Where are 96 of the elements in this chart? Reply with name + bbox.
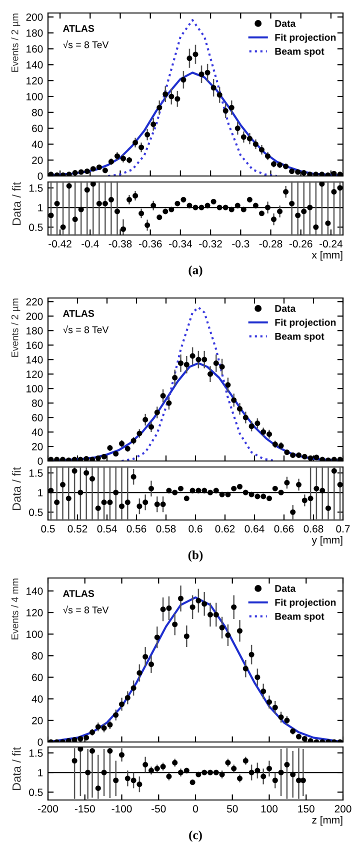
legend-label: Beam spot bbox=[275, 48, 324, 57]
x-tick-label: 50 bbox=[227, 805, 238, 813]
legend-label: Data bbox=[275, 585, 296, 592]
y-axis-title: Data / fit bbox=[12, 747, 21, 790]
x-tick-label: 0 bbox=[193, 805, 198, 813]
y-tick-label: 120 bbox=[26, 370, 43, 378]
y-tick-label: 1.5 bbox=[29, 184, 43, 192]
annotation: √s = 8 TeV bbox=[62, 325, 109, 334]
y-axis-title: Events / 2 µm bbox=[11, 14, 20, 72]
y-tick-label: 1 bbox=[38, 489, 43, 496]
annotation: ATLAS bbox=[62, 310, 94, 317]
annotation: ATLAS bbox=[62, 25, 94, 32]
y-tick-label: 1.5 bbox=[29, 469, 43, 477]
y-tick-label: 40 bbox=[32, 428, 43, 436]
x-tick-label: 0.7 bbox=[336, 525, 350, 533]
y-tick-label: 1.5 bbox=[29, 749, 43, 757]
y-tick-label: 180 bbox=[26, 29, 43, 37]
x-tick-label: -0.36 bbox=[138, 240, 162, 248]
y-tick-label: 1 bbox=[38, 204, 43, 212]
x-tick-label: -100 bbox=[112, 805, 132, 813]
legend-label: Beam spot bbox=[275, 333, 324, 342]
legend-label: Fit projection bbox=[275, 34, 336, 43]
y-tick-label: 0 bbox=[38, 738, 43, 746]
x-tick-label: 0.62 bbox=[215, 525, 235, 533]
annotation: √s = 8 TeV bbox=[62, 40, 109, 48]
y-tick-label: 0 bbox=[38, 458, 43, 465]
y-tick-label: 100 bbox=[26, 630, 43, 638]
annotation: ATLAS bbox=[62, 590, 94, 598]
y-tick-label: 80 bbox=[32, 108, 43, 116]
y-tick-label: 140 bbox=[26, 356, 43, 364]
y-tick-label: 0.5 bbox=[29, 508, 43, 516]
legend-label: Fit projection bbox=[275, 318, 336, 328]
x-tick-label: -0.4 bbox=[82, 240, 99, 248]
y-axis-title: Data / fit bbox=[12, 467, 21, 510]
y-tick-label: 100 bbox=[26, 385, 43, 392]
y-tick-label: 40 bbox=[32, 140, 43, 148]
x-tick-label: -150 bbox=[74, 805, 95, 813]
legend-label: Fit projection bbox=[275, 598, 336, 608]
x-tick-label: 0.64 bbox=[244, 525, 264, 533]
legend-label: Data bbox=[275, 305, 296, 312]
y-axis-title: Events / 4 mm bbox=[11, 578, 18, 640]
x-tick-label: 0.52 bbox=[68, 525, 88, 533]
y-tick-label: 160 bbox=[26, 342, 43, 349]
x-tick-label: 0.54 bbox=[97, 525, 117, 533]
y-tick-label: 220 bbox=[26, 298, 43, 306]
x-tick-label: -0.28 bbox=[259, 240, 282, 248]
y-axis-title: Events / 2 µm bbox=[11, 298, 20, 357]
x-tick-label: -0.38 bbox=[108, 240, 132, 248]
y-tick-label: 180 bbox=[26, 327, 43, 334]
x-tick-label: -200 bbox=[38, 805, 58, 813]
text: (b) bbox=[188, 550, 203, 562]
x-tick-label: -0.26 bbox=[289, 240, 312, 248]
legend-label: Beam spot bbox=[275, 613, 324, 622]
y-axis-title: Data / fit bbox=[12, 182, 21, 225]
y-tick-label: 80 bbox=[32, 652, 43, 660]
y-tick-label: 80 bbox=[32, 400, 43, 407]
x-tick-label: 0.56 bbox=[126, 525, 146, 533]
x-tick-label: -0.32 bbox=[199, 240, 222, 248]
x-tick-label: -0.34 bbox=[169, 240, 192, 248]
x-tick-label: -0.42 bbox=[48, 240, 72, 248]
text: (c) bbox=[189, 830, 202, 842]
x-tick-label: -0.3 bbox=[232, 240, 250, 248]
y-tick-label: 0.5 bbox=[29, 224, 43, 232]
x-tick-label: 200 bbox=[334, 805, 352, 813]
y-tick-label: 1 bbox=[38, 769, 43, 776]
x-tick-label: -0.24 bbox=[320, 240, 343, 248]
y-tick-label: 100 bbox=[26, 92, 43, 100]
y-tick-label: 60 bbox=[32, 414, 43, 422]
y-tick-label: 140 bbox=[26, 587, 43, 595]
y-tick-label: 20 bbox=[32, 443, 43, 450]
y-tick-label: 120 bbox=[26, 609, 43, 616]
x-tick-label: -50 bbox=[152, 805, 166, 813]
y-tick-label: 60 bbox=[32, 674, 43, 682]
x-tick-label: 0.6 bbox=[188, 525, 202, 533]
y-tick-label: 200 bbox=[26, 13, 43, 21]
y-tick-label: 140 bbox=[26, 61, 43, 69]
x-tick-label: 150 bbox=[298, 805, 314, 813]
annotation: √s = 8 TeV bbox=[62, 606, 109, 614]
x-axis-title: z [mm] bbox=[312, 816, 342, 826]
x-tick-label: 0.66 bbox=[274, 525, 294, 533]
y-tick-label: 200 bbox=[26, 312, 43, 320]
x-tick-label: 0.68 bbox=[304, 525, 324, 533]
y-tick-label: 0 bbox=[38, 172, 43, 180]
y-tick-label: 160 bbox=[26, 45, 43, 53]
y-tick-label: 60 bbox=[32, 124, 43, 132]
legend-label: Data bbox=[275, 20, 296, 27]
text: (a) bbox=[188, 265, 202, 277]
x-axis-title: y [mm] bbox=[312, 536, 342, 546]
y-tick-label: 40 bbox=[32, 695, 43, 703]
y-tick-label: 120 bbox=[26, 77, 43, 84]
y-tick-label: 20 bbox=[32, 716, 43, 724]
x-tick-label: 0.58 bbox=[156, 525, 176, 533]
y-tick-label: 20 bbox=[32, 156, 43, 164]
x-tick-label: 100 bbox=[261, 805, 278, 813]
y-tick-label: 0.5 bbox=[29, 788, 43, 796]
x-axis-title: x [mm] bbox=[312, 250, 342, 261]
